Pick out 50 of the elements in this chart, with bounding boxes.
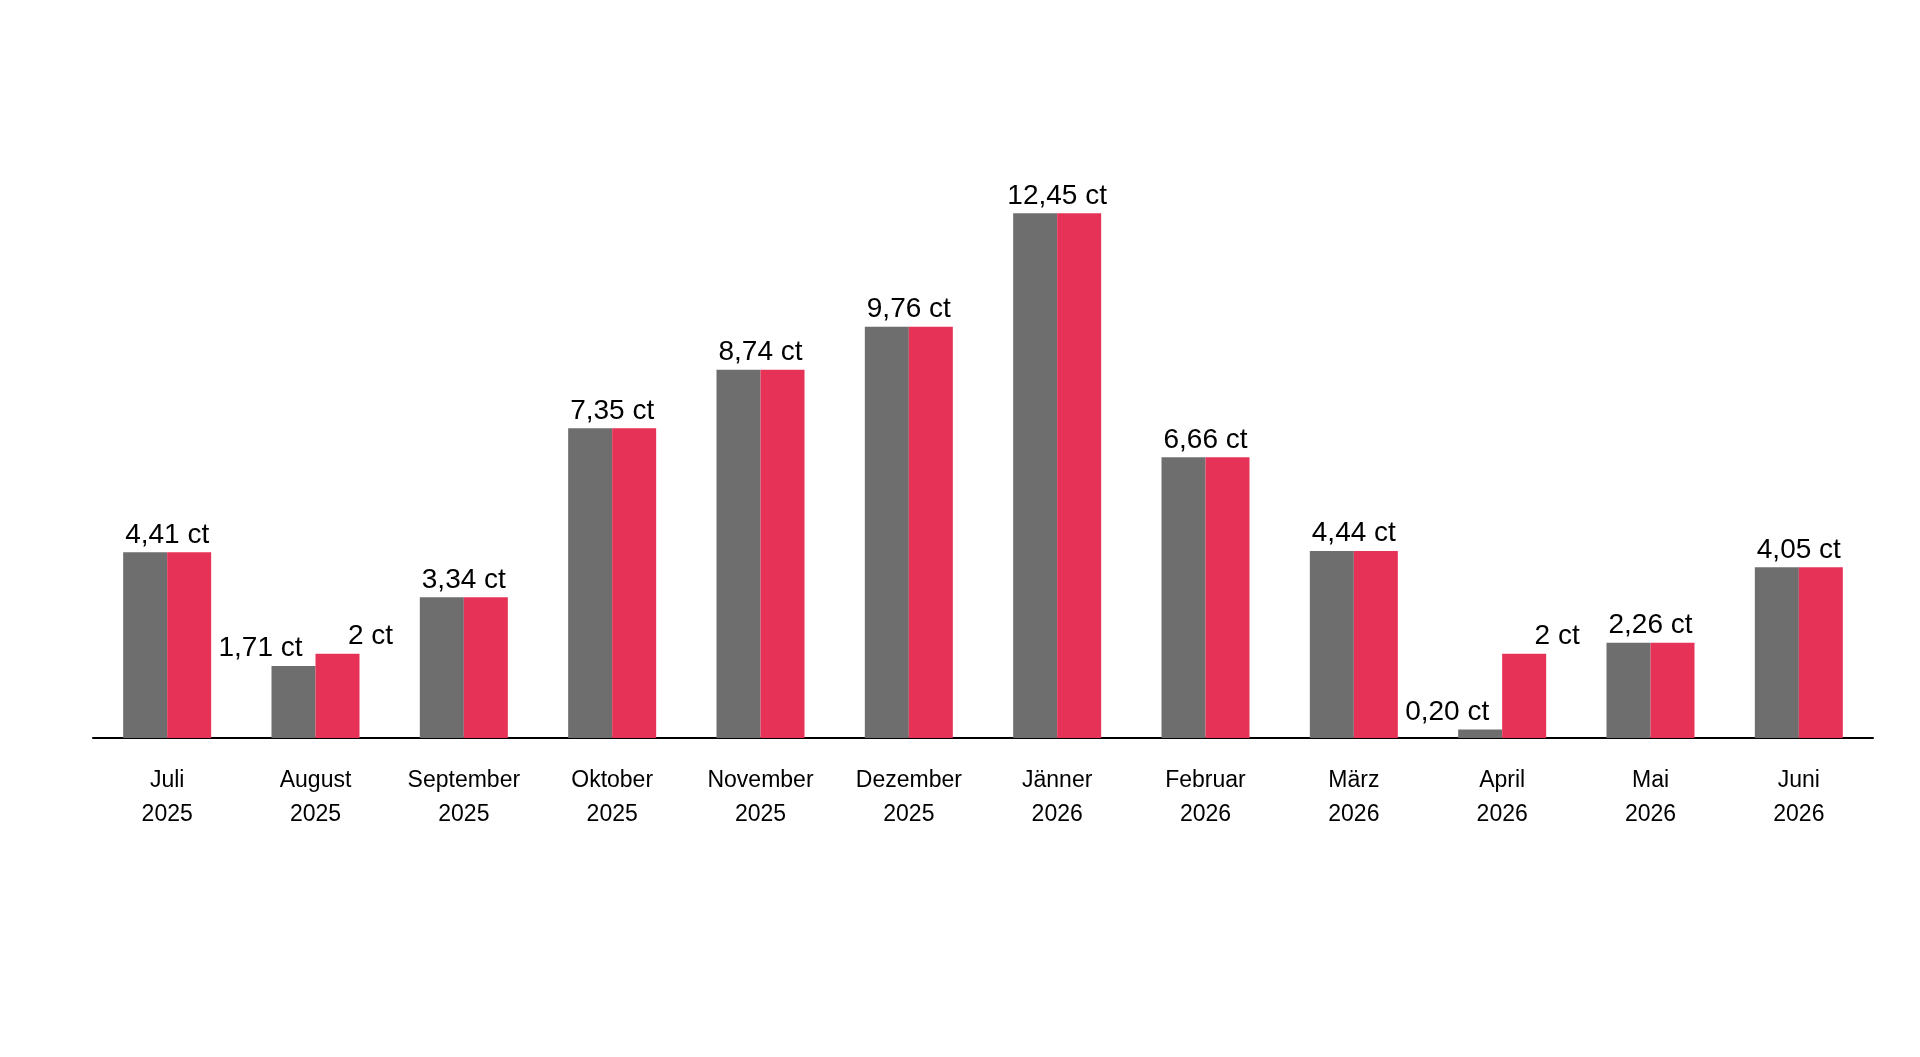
bar xyxy=(271,665,316,738)
bar xyxy=(864,326,909,738)
x-tick-label: Oktober 2025 xyxy=(571,766,654,826)
bar xyxy=(1057,213,1102,738)
data-label: 6,66 ct xyxy=(1163,422,1248,454)
x-tick-label: Juni 2026 xyxy=(1773,766,1825,826)
data-label: 12,45 ct xyxy=(1007,178,1108,210)
data-label: 2 ct xyxy=(1534,619,1580,651)
bar xyxy=(1502,653,1547,738)
x-tick-label: Jänner 2026 xyxy=(1022,766,1093,826)
bar xyxy=(419,597,464,738)
x-tick-label: Juli 2025 xyxy=(141,766,193,826)
bar xyxy=(1798,567,1843,738)
x-tick-label: Mai 2026 xyxy=(1624,766,1677,826)
x-tick-label: April 2026 xyxy=(1476,766,1528,826)
x-tick-label: November 2025 xyxy=(707,766,814,826)
bar xyxy=(1650,642,1695,738)
data-label: 3,34 ct xyxy=(421,562,507,594)
bar xyxy=(568,428,613,738)
x-tick-label: September 2025 xyxy=(407,766,521,826)
bar xyxy=(463,597,508,738)
bar xyxy=(716,369,761,738)
x-tick-label: August 2025 xyxy=(279,766,352,826)
bar xyxy=(908,326,953,738)
data-label: 4,05 ct xyxy=(1756,532,1842,564)
bar xyxy=(760,369,805,738)
x-tick-label: März 2026 xyxy=(1328,766,1380,826)
data-label: 1,71 ct xyxy=(218,631,303,663)
bar xyxy=(1013,213,1058,738)
bar xyxy=(1606,642,1651,738)
bar xyxy=(1458,729,1503,738)
data-label: 2,26 ct xyxy=(1608,608,1693,640)
data-label: 7,35 ct xyxy=(570,393,655,425)
x-tick-label: Dezember 2025 xyxy=(855,766,963,826)
bar xyxy=(1205,457,1250,738)
x-tick-label: Februar 2026 xyxy=(1165,766,1247,826)
data-label: 4,41 ct xyxy=(125,517,210,549)
data-label: 2 ct xyxy=(347,619,394,651)
bar xyxy=(1353,550,1398,738)
data-label: 4,44 ct xyxy=(1311,516,1397,548)
bar xyxy=(612,428,657,738)
bar xyxy=(1309,550,1354,738)
data-label: 8,74 ct xyxy=(718,335,803,367)
bar xyxy=(315,653,360,738)
bar xyxy=(1754,567,1799,738)
bar xyxy=(1161,457,1206,738)
bar xyxy=(123,552,168,738)
data-label: 0,20 ct xyxy=(1405,695,1490,727)
bar xyxy=(167,552,212,738)
data-label: 9,76 ct xyxy=(866,292,952,324)
